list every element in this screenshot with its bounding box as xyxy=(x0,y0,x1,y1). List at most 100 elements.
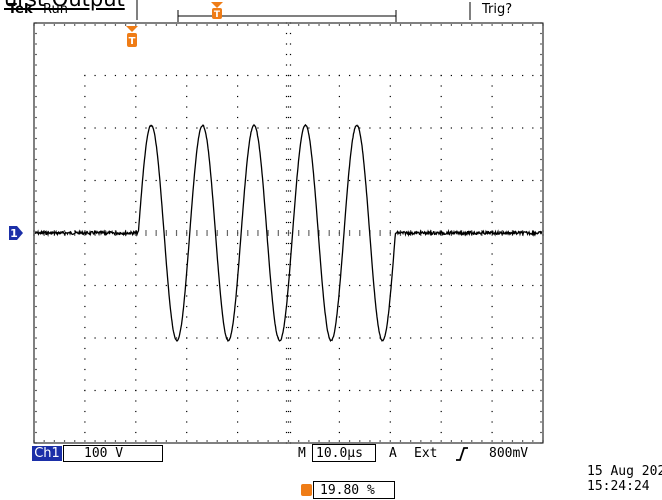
graticule-dot xyxy=(285,410,288,413)
graticule-dot xyxy=(135,200,137,203)
graticule-dot xyxy=(491,200,493,203)
graticule-dot xyxy=(308,24,310,26)
graticule-dot xyxy=(410,234,412,236)
graticule-dot xyxy=(491,410,493,413)
graticule-dot xyxy=(389,389,391,392)
graticule-dot xyxy=(216,127,218,129)
graticule-dot xyxy=(450,24,452,26)
graticule-dot xyxy=(145,24,147,26)
graticule-dot xyxy=(460,179,463,182)
graticule-dot xyxy=(540,43,542,45)
graticule-dot xyxy=(289,22,292,24)
graticule-dot xyxy=(226,232,229,234)
graticule-dot xyxy=(410,24,412,26)
graticule-dot xyxy=(289,274,292,276)
graticule-dot xyxy=(338,242,340,245)
graticule-dot xyxy=(298,440,300,442)
graticule-dot xyxy=(369,24,371,26)
graticule-dot xyxy=(63,440,66,442)
graticule-dot xyxy=(369,337,371,339)
graticule-dot xyxy=(532,127,534,129)
graticule-dot xyxy=(359,234,361,236)
graticule-dot xyxy=(318,389,320,392)
graticule-dot xyxy=(186,316,188,318)
graticule-dot xyxy=(196,232,198,234)
graticule-dot xyxy=(389,127,391,129)
graticule-dot xyxy=(104,440,106,442)
graticule-dot xyxy=(491,295,493,297)
graticule-dot xyxy=(289,85,292,87)
graticule-dot xyxy=(298,179,300,182)
graticule-dot xyxy=(289,211,292,213)
graticule-dot xyxy=(35,116,37,119)
graticule-dot xyxy=(206,284,208,287)
graticule-dot xyxy=(440,326,442,329)
graticule-dot xyxy=(430,440,432,442)
graticule-dot xyxy=(165,230,167,232)
graticule-dot xyxy=(84,148,86,150)
graticule-dot xyxy=(532,234,534,236)
graticule-dot xyxy=(247,389,249,392)
graticule-dot xyxy=(135,190,137,192)
graticule-dot xyxy=(216,179,218,182)
graticule-dot xyxy=(359,337,361,339)
graticule-dot xyxy=(540,200,542,203)
graticule-dot xyxy=(440,410,442,413)
graticule-dot xyxy=(155,440,157,442)
ch1-badge[interactable]: Ch1 xyxy=(32,446,62,461)
graticule-dot xyxy=(440,440,442,442)
graticule-dot xyxy=(287,137,290,140)
graticule-dot xyxy=(186,337,188,339)
trigger-point-marker-icon[interactable]: T xyxy=(126,26,138,47)
graticule-dot xyxy=(389,85,391,87)
graticule-dot xyxy=(114,440,117,442)
graticule-dot xyxy=(104,234,106,236)
graticule-dot xyxy=(298,24,300,26)
graticule-dot xyxy=(135,169,137,171)
graticule-dot xyxy=(35,305,37,308)
trigger-source: Ext xyxy=(414,446,438,461)
graticule-dot xyxy=(175,232,178,234)
record-trigger-marker-icon[interactable]: T xyxy=(211,2,223,20)
graticule-dot xyxy=(338,234,340,236)
graticule-dot xyxy=(285,242,288,245)
graticule-dot xyxy=(540,379,542,381)
trigger-level: 800mV xyxy=(489,446,529,461)
ch1-ground-marker-icon[interactable]: 1 xyxy=(9,226,23,240)
graticule-dot xyxy=(285,368,288,371)
graticule-dot xyxy=(247,74,249,77)
graticule-dot xyxy=(267,24,269,26)
graticule-dot xyxy=(540,326,542,329)
graticule-dot xyxy=(338,337,340,339)
graticule-dot xyxy=(491,221,493,224)
graticule-dot xyxy=(471,24,473,26)
graticule-dot xyxy=(285,431,288,434)
graticule-dot xyxy=(237,158,239,161)
trigger-mode-label: A xyxy=(389,446,397,461)
graticule-dot xyxy=(35,442,37,444)
graticule-dot xyxy=(287,211,290,213)
graticule-dot xyxy=(338,116,340,119)
graticule-dot xyxy=(287,85,290,87)
graticule-dot xyxy=(338,221,340,224)
graticule-dot xyxy=(155,127,157,129)
graticule-dot xyxy=(289,284,292,287)
graticule-dot xyxy=(114,24,117,26)
graticule-dot xyxy=(226,24,229,26)
graticule-dot xyxy=(35,32,37,35)
graticule-dot xyxy=(43,234,45,236)
graticule-dot xyxy=(287,234,290,236)
graticule-dot xyxy=(440,234,442,236)
graticule-dot xyxy=(540,358,542,360)
graticule-dot xyxy=(155,284,157,287)
graticule-dot xyxy=(216,74,218,77)
graticule-dot xyxy=(175,179,178,182)
graticule-dot xyxy=(471,230,473,232)
graticule-dot xyxy=(216,230,218,232)
graticule-dot xyxy=(389,421,391,423)
graticule-dot xyxy=(35,43,37,45)
trigger-position-value: 19.80 % xyxy=(320,483,375,498)
graticule-dot xyxy=(237,389,239,392)
record-position-bar: T xyxy=(136,0,471,22)
graticule-dot xyxy=(289,32,292,35)
